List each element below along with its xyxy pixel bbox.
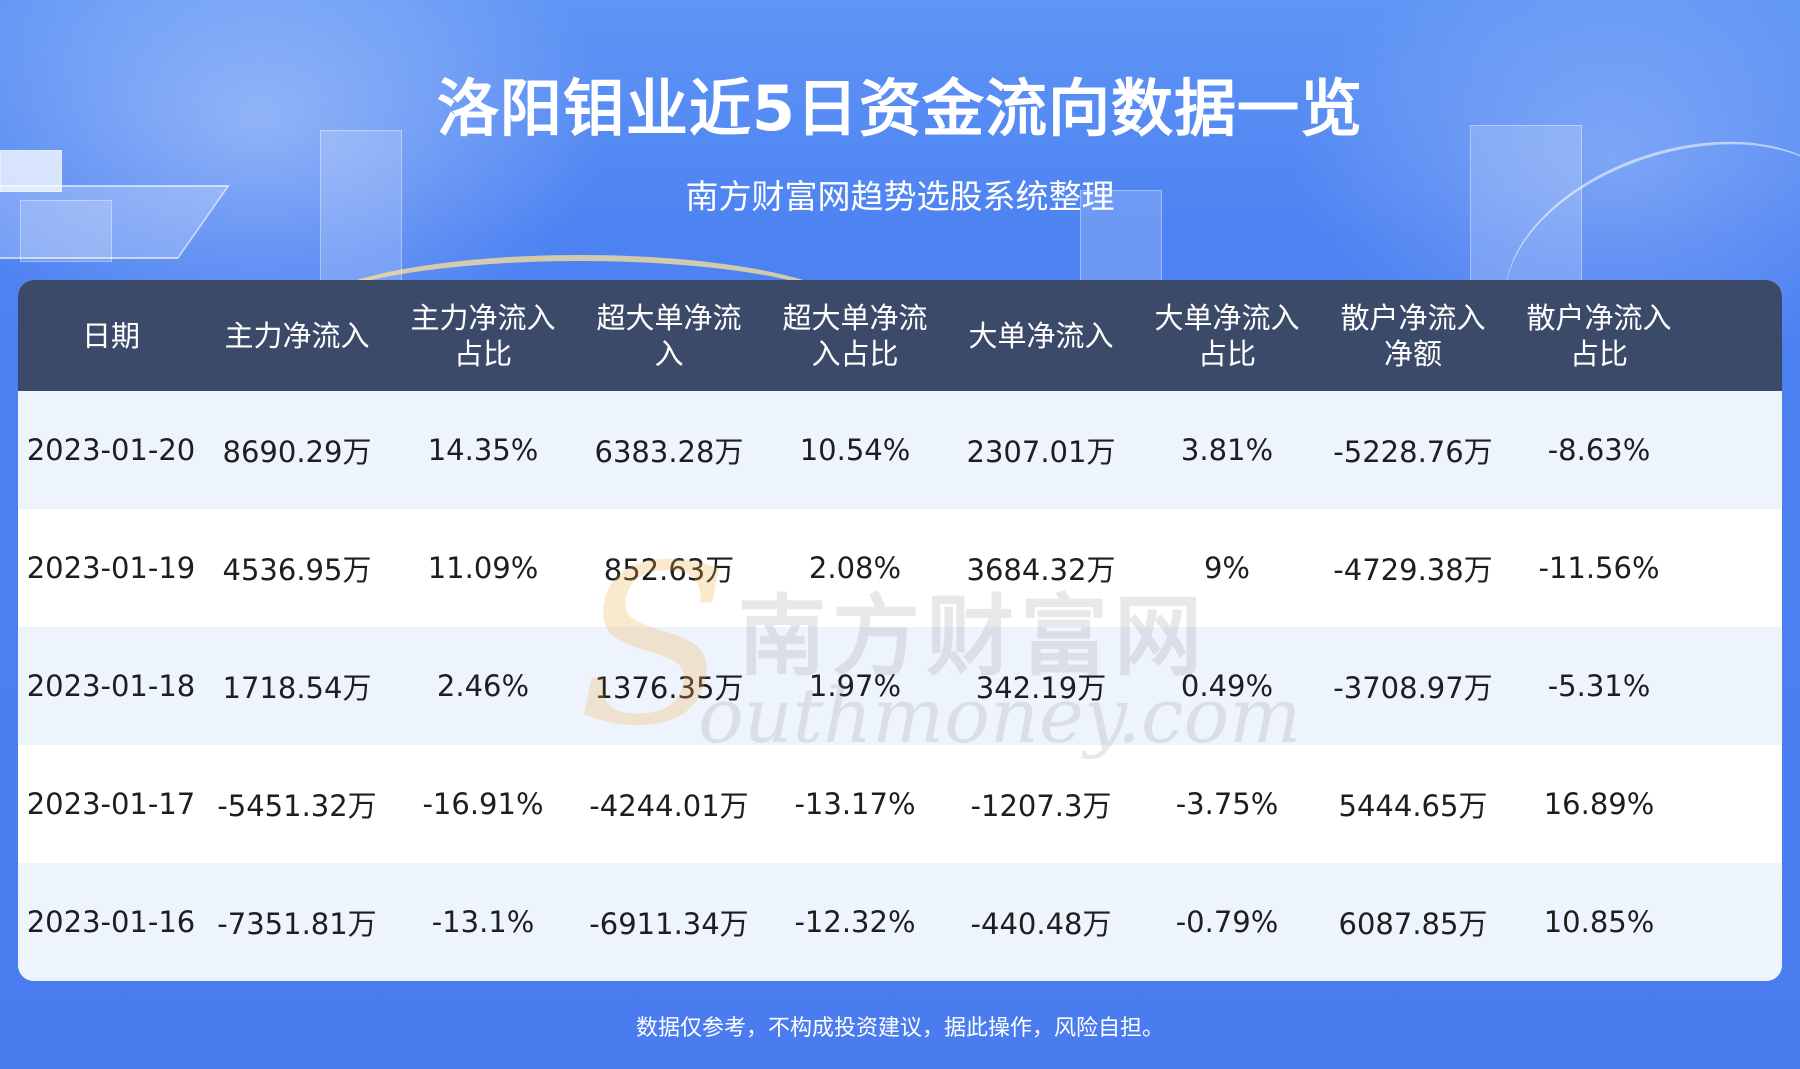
value-cell: 14.35% [427,433,539,467]
value-cell: -13.17% [794,787,916,821]
value-cell: -4244.01万 [589,789,749,823]
value-cell: 8690.29万 [222,435,372,469]
value-cell: 6383.28万 [594,435,744,469]
value-cell: -4729.38万 [1333,553,1493,587]
value-cell: -5.31% [1547,669,1651,703]
fund-flow-table: 日期 主力净流入 主力净流入 占比 超大单净流 入超大单净流 入占比 大单净流入 大单净流… [18,280,1782,981]
column-header: 超大单净流 入占比 [782,300,928,371]
value-cell: -5228.76万 [1333,435,1493,469]
column-header: 主力净流入 占比 [410,300,556,371]
decorative-block [320,130,402,282]
value-cell: 10.85% [1543,905,1655,939]
value-cell: -1207.3万 [970,789,1112,823]
table-row: 2023-01-17 -5451.32万 -16.91% -4244.01万 -13.1… [18,745,1782,863]
value-cell: 342.19万 [975,671,1107,705]
value-cell: 3.81% [1180,433,1274,467]
value-cell: 1376.35万 [594,671,744,705]
value-cell: 1718.54万 [222,671,372,705]
value-cell: -13.1% [431,905,535,939]
table-header: 日期 主力净流入 主力净流入 占比 超大单净流 入超大单净流 入占比 大单净流入 大单净流… [18,280,1782,391]
date-cell: 2023-01-20 [26,433,196,467]
table-row: 2023-01-19 4536.95万 11.09% 852.63万 2.08% 3684… [18,509,1782,627]
disclaimer: 数据仅参考，不构成投资建议，据此操作，风险自担。 [635,1016,1164,1041]
value-cell: 3684.32万 [966,553,1116,587]
value-cell: -12.32% [794,905,916,939]
value-cell: -3.75% [1175,787,1279,821]
value-cell: -7351.81万 [217,907,377,941]
value-cell: -6911.34万 [589,907,749,941]
value-cell: 4536.95万 [222,553,372,587]
value-cell: 0.49% [1180,669,1274,703]
decorative-arc [300,255,860,381]
value-cell: -0.79% [1175,905,1279,939]
value-cell: 6087.85万 [1338,907,1488,941]
date-cell: 2023-01-16 [26,905,196,939]
page-subtitle: 南方财富网趋势选股系统整理 [685,177,1115,216]
value-cell: 11.09% [427,551,539,585]
table-row: 2023-01-20 8690.29万 14.35% 6383.28万 10.54% 23… [18,391,1782,509]
decorative-block [1080,190,1162,282]
value-cell: 10.54% [799,433,911,467]
column-header: 主力净流入 [224,318,370,353]
column-header: 大单净流入 [968,318,1114,353]
value-cell: -3708.97万 [1333,671,1493,705]
table-body: S 南方财富网 outhmoney.com 2023-01-20 8690.29万… [18,391,1782,981]
value-cell: 9% [1203,551,1250,585]
value-cell: 1.97% [808,669,902,703]
value-cell: 2.08% [808,551,902,585]
date-cell: 2023-01-17 [26,787,196,821]
value-cell: -5451.32万 [217,789,377,823]
date-cell: 2023-01-18 [26,669,196,703]
column-header: 大单净流入 占比 [1154,300,1300,371]
value-cell: 2.46% [436,669,530,703]
table-row: 2023-01-18 1718.54万 2.46% 1376.35万 1.97% 342.… [18,627,1782,745]
value-cell: 2307.01万 [966,435,1116,469]
value-cell: 5444.65万 [1338,789,1488,823]
decorative-block [20,200,112,262]
value-cell: -16.91% [422,787,544,821]
value-cell: -440.48万 [970,907,1112,941]
column-header: 散户净流入 净额 [1340,300,1486,371]
column-header: 散户净流入 占比 [1526,300,1672,371]
date-cell: 2023-01-19 [26,551,196,585]
page-title: 洛阳钼业近5日资金流向数据一览 [436,72,1364,145]
value-cell: 852.63万 [603,553,735,587]
column-header: 超大单净流 入 [596,300,742,371]
decorative-block [0,150,62,192]
table-row: 2023-01-16 -7351.81万 -13.1% -6911.34万 -12.32… [18,863,1782,981]
column-header: 日期 [81,318,140,353]
value-cell: 16.89% [1543,787,1655,821]
value-cell: -8.63% [1547,433,1651,467]
value-cell: -11.56% [1538,551,1660,585]
